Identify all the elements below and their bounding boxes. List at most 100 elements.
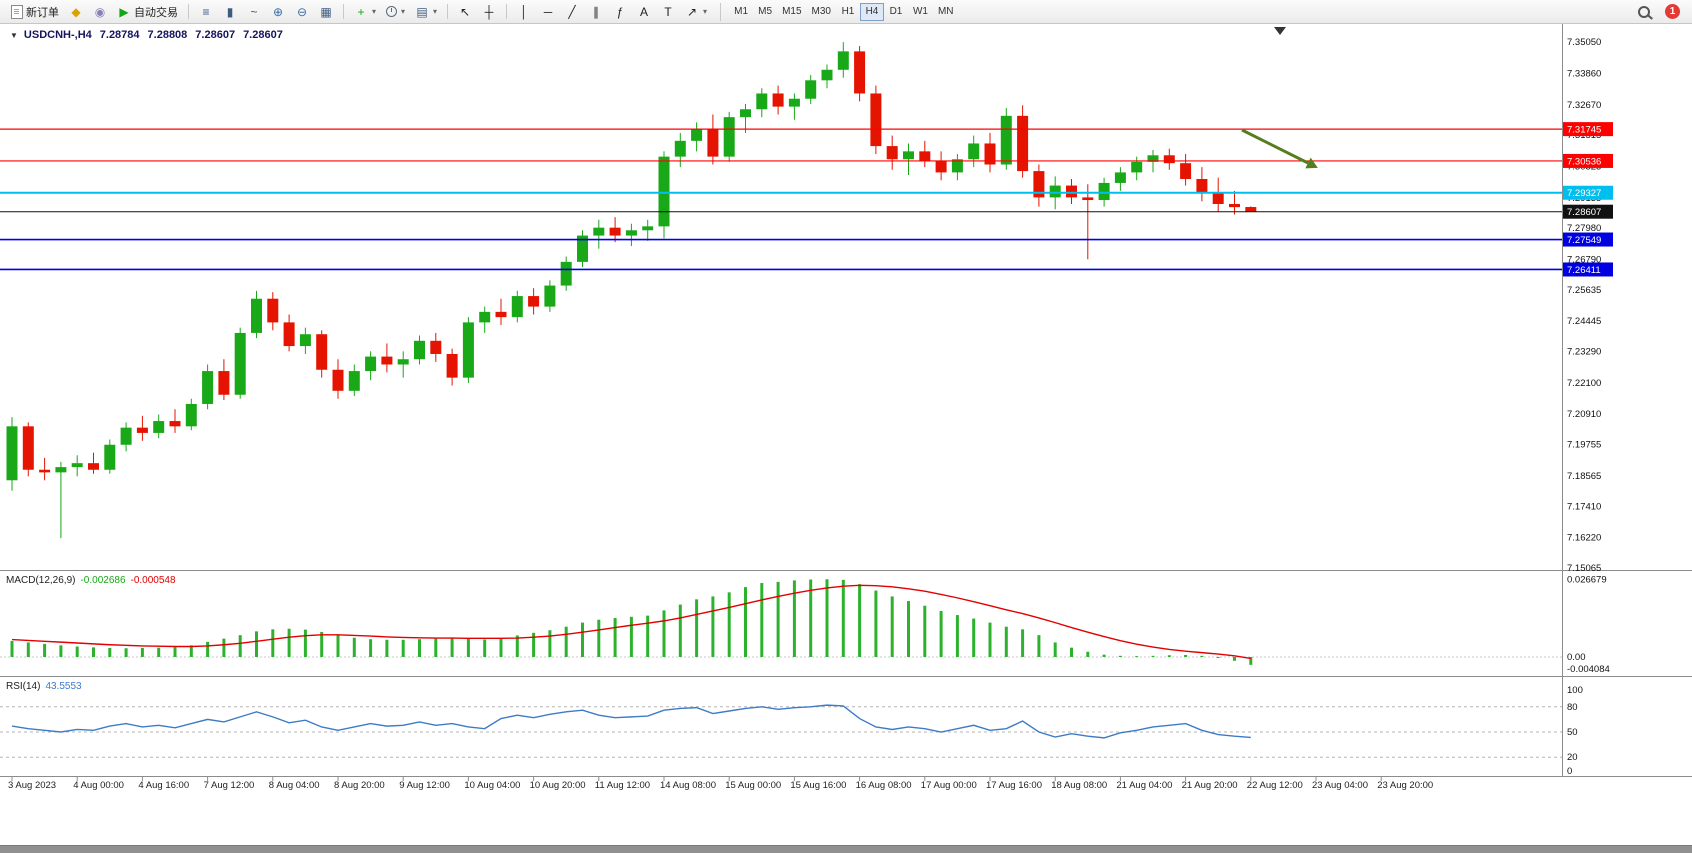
- timeframe-w1-button[interactable]: W1: [908, 3, 933, 21]
- candle-body: [462, 322, 474, 378]
- macd-bar: [336, 635, 340, 657]
- zoom-in-button[interactable]: ⊕: [266, 2, 290, 22]
- candle-body: [348, 371, 360, 391]
- horizontal-line-button[interactable]: ─: [536, 2, 560, 22]
- candlestick-chart-button[interactable]: ▮: [218, 2, 242, 22]
- candle-body: [446, 353, 458, 378]
- indicators-button[interactable]: + ▾: [349, 2, 381, 22]
- macd-main-value: -0.002686: [80, 575, 126, 586]
- crosshair-button[interactable]: ┼: [477, 2, 501, 22]
- candle-body: [397, 359, 409, 365]
- timeframe-m15-button[interactable]: M15: [777, 3, 806, 21]
- macd-bar: [548, 630, 552, 657]
- channel-button[interactable]: ∥: [584, 2, 608, 22]
- symbol-period-label: USDCNH-,H4: [23, 29, 92, 41]
- arrows-button[interactable]: ↗ ▾: [680, 2, 712, 22]
- macd-bar: [352, 637, 356, 657]
- macd-bar: [841, 579, 845, 657]
- bar-chart-icon: ≡: [202, 4, 210, 19]
- bar-chart-button[interactable]: ≡: [194, 2, 218, 22]
- crosshair-icon: ┼: [484, 4, 494, 19]
- candle-body: [381, 356, 393, 365]
- templates-button[interactable]: ▤ ▾: [410, 2, 442, 22]
- community-button[interactable]: ◉: [88, 2, 112, 22]
- metaeditor-button[interactable]: ◆: [64, 2, 88, 22]
- candle-body: [88, 463, 99, 470]
- candle-body: [202, 371, 214, 404]
- candle-body: [1229, 203, 1240, 208]
- trend-arrow-annotation[interactable]: [1241, 128, 1309, 165]
- macd-bar: [483, 639, 487, 657]
- candle-body: [609, 227, 621, 236]
- time-scale-label: 16 Aug 08:00: [856, 780, 912, 791]
- macd-bar: [385, 639, 389, 657]
- line-chart-button[interactable]: ~: [242, 2, 266, 22]
- autotrading-button[interactable]: ▶ 自动交易: [112, 2, 183, 22]
- rsi-title: RSI(14): [6, 681, 41, 692]
- macd-bar: [206, 641, 210, 657]
- timeframe-h4-button[interactable]: H4: [859, 2, 884, 21]
- new-order-button[interactable]: 新订单: [6, 2, 64, 22]
- rsi-line: [11, 704, 1251, 739]
- candle-body: [104, 444, 116, 470]
- resistance-line-lower-badge-label: 7.30536: [1567, 156, 1601, 167]
- zoom-in-icon: ⊕: [272, 4, 284, 19]
- timeframe-m30-button[interactable]: M30: [807, 3, 836, 21]
- macd-bar: [1037, 635, 1041, 657]
- timeframe-m1-button[interactable]: M1: [729, 3, 753, 21]
- timeframe-d1-button[interactable]: D1: [884, 3, 908, 21]
- candle-body: [234, 332, 246, 395]
- search-button[interactable]: [1633, 2, 1655, 22]
- candle-body: [886, 146, 898, 160]
- rsi-scale-label: 100: [1567, 685, 1583, 696]
- notification-badge[interactable]: 1: [1665, 4, 1680, 19]
- macd-bar: [124, 648, 128, 657]
- macd-bar: [1086, 651, 1090, 657]
- vertical-line-button[interactable]: │: [512, 2, 536, 22]
- candle-body: [642, 226, 654, 231]
- title-dropdown-icon[interactable]: ▼: [10, 30, 18, 40]
- chart-shift-marker[interactable]: [1274, 27, 1286, 35]
- timeframe-mn-button[interactable]: MN: [933, 3, 959, 21]
- trendline-button[interactable]: ╱: [560, 2, 584, 22]
- timeframe-m5-button[interactable]: M5: [753, 3, 777, 21]
- macd-signal-line: [11, 584, 1251, 660]
- zoom-out-button[interactable]: ⊖: [290, 2, 314, 22]
- time-scale-label: 8 Aug 04:00: [269, 780, 320, 791]
- macd-bar: [1004, 626, 1008, 657]
- price-scale-label: 7.20910: [1567, 409, 1601, 420]
- price-scale-label: 7.25635: [1567, 285, 1601, 296]
- candle-body: [495, 311, 507, 318]
- candle-body: [756, 93, 768, 110]
- macd-bar: [59, 645, 63, 657]
- macd-bar: [711, 596, 715, 657]
- text-button[interactable]: A: [632, 2, 656, 22]
- macd-bar: [92, 647, 95, 657]
- timeframe-h1-button[interactable]: H1: [836, 3, 860, 21]
- fibonacci-button[interactable]: ƒ: [608, 2, 632, 22]
- time-scale-label: 11 Aug 12:00: [595, 780, 650, 791]
- candle-body: [544, 285, 556, 307]
- cursor-button[interactable]: ↖: [453, 2, 477, 22]
- tile-windows-button[interactable]: ▦: [314, 2, 338, 22]
- macd-bar: [532, 632, 536, 657]
- periods-icon: [386, 6, 398, 17]
- cursor-icon: ↖: [460, 4, 471, 19]
- macd-bar: [515, 635, 519, 657]
- macd-scale-label: 0.00: [1567, 652, 1586, 663]
- label-button[interactable]: T: [656, 2, 680, 22]
- macd-scale-label: 0.026679: [1567, 574, 1607, 585]
- macd-bar: [10, 640, 14, 657]
- candle-body: [919, 151, 931, 161]
- candle-body: [1180, 163, 1192, 179]
- zoom-out-icon: ⊖: [296, 4, 308, 19]
- macd-bar: [140, 647, 144, 657]
- rsi-scale-label: 80: [1567, 702, 1578, 713]
- macd-bar: [1070, 647, 1073, 657]
- macd-bar: [695, 599, 699, 657]
- macd-bar: [825, 579, 829, 657]
- price-scale-label: 7.16220: [1567, 533, 1601, 544]
- periods-button[interactable]: ▾: [381, 2, 410, 22]
- candle-body: [805, 80, 817, 99]
